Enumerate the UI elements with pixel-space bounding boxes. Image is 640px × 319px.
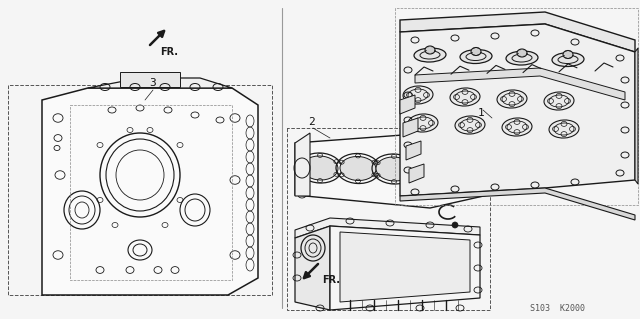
Ellipse shape: [549, 120, 579, 138]
Ellipse shape: [450, 88, 480, 106]
Polygon shape: [42, 88, 258, 295]
Ellipse shape: [471, 48, 481, 56]
Text: FR.: FR.: [160, 47, 178, 57]
Ellipse shape: [506, 51, 538, 65]
Bar: [70, 105, 232, 280]
Ellipse shape: [497, 90, 527, 108]
Polygon shape: [88, 78, 232, 88]
Polygon shape: [403, 118, 418, 137]
Polygon shape: [415, 68, 625, 100]
Ellipse shape: [425, 46, 435, 54]
Polygon shape: [295, 133, 488, 208]
Ellipse shape: [302, 156, 338, 180]
Polygon shape: [635, 48, 638, 184]
Polygon shape: [330, 226, 480, 310]
Bar: [120, 72, 180, 87]
Text: 1: 1: [478, 108, 484, 118]
Polygon shape: [295, 226, 330, 310]
Ellipse shape: [460, 49, 492, 63]
Ellipse shape: [502, 118, 532, 136]
Ellipse shape: [376, 157, 412, 181]
Polygon shape: [400, 24, 635, 196]
Ellipse shape: [563, 50, 573, 58]
Polygon shape: [340, 232, 470, 302]
Polygon shape: [295, 218, 480, 238]
Polygon shape: [406, 141, 421, 160]
Ellipse shape: [403, 86, 433, 104]
Ellipse shape: [414, 48, 446, 62]
Polygon shape: [400, 188, 635, 220]
Ellipse shape: [452, 222, 458, 228]
Ellipse shape: [412, 158, 448, 182]
Polygon shape: [409, 164, 424, 183]
Text: 2: 2: [308, 117, 315, 127]
Polygon shape: [400, 95, 415, 114]
Polygon shape: [400, 12, 635, 52]
Ellipse shape: [544, 92, 574, 110]
Ellipse shape: [408, 114, 438, 132]
Ellipse shape: [340, 157, 376, 181]
Ellipse shape: [517, 49, 527, 57]
Text: FR.: FR.: [322, 275, 340, 285]
Ellipse shape: [455, 116, 485, 134]
Polygon shape: [295, 133, 310, 196]
Text: S103  K2000: S103 K2000: [530, 304, 585, 313]
Text: 3: 3: [150, 78, 156, 88]
Ellipse shape: [552, 53, 584, 67]
